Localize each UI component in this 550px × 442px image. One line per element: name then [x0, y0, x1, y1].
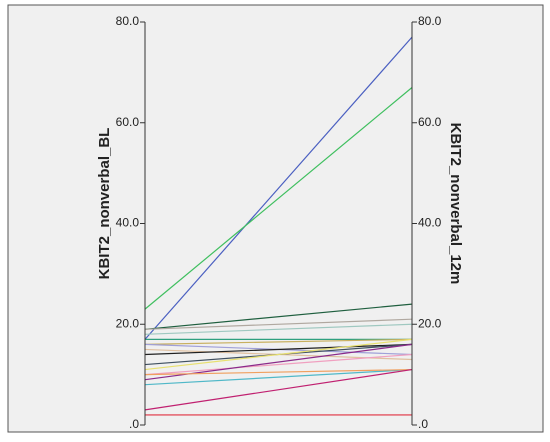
plot-frame — [7, 4, 544, 433]
series-line — [144, 303, 413, 330]
axis-title: KBIT2_nonverbal_12m — [447, 123, 464, 285]
tick-label: 60.0 — [116, 115, 140, 129]
tick-label: 20.0 — [418, 316, 442, 330]
series-line — [144, 368, 413, 376]
series-line — [144, 343, 413, 356]
series-line — [144, 353, 413, 376]
tick-label: 80.0 — [116, 14, 140, 28]
series-line — [144, 338, 413, 371]
series-line — [144, 87, 413, 310]
tick-label: 60.0 — [418, 115, 442, 129]
tick-label: .0 — [129, 417, 139, 431]
axis-title: KBIT2_nonverbal_BL — [96, 128, 113, 280]
tick-label: .0 — [418, 417, 428, 431]
tick-label: 80.0 — [418, 14, 442, 28]
series-line — [144, 323, 413, 335]
tick-label: 40.0 — [116, 216, 140, 230]
series-line — [144, 368, 413, 386]
series-line — [144, 368, 413, 411]
tick-label: 40.0 — [418, 216, 442, 230]
series-line — [144, 36, 413, 340]
series-line — [144, 338, 413, 345]
series-line — [144, 318, 413, 330]
tick-label: 20.0 — [116, 316, 140, 330]
